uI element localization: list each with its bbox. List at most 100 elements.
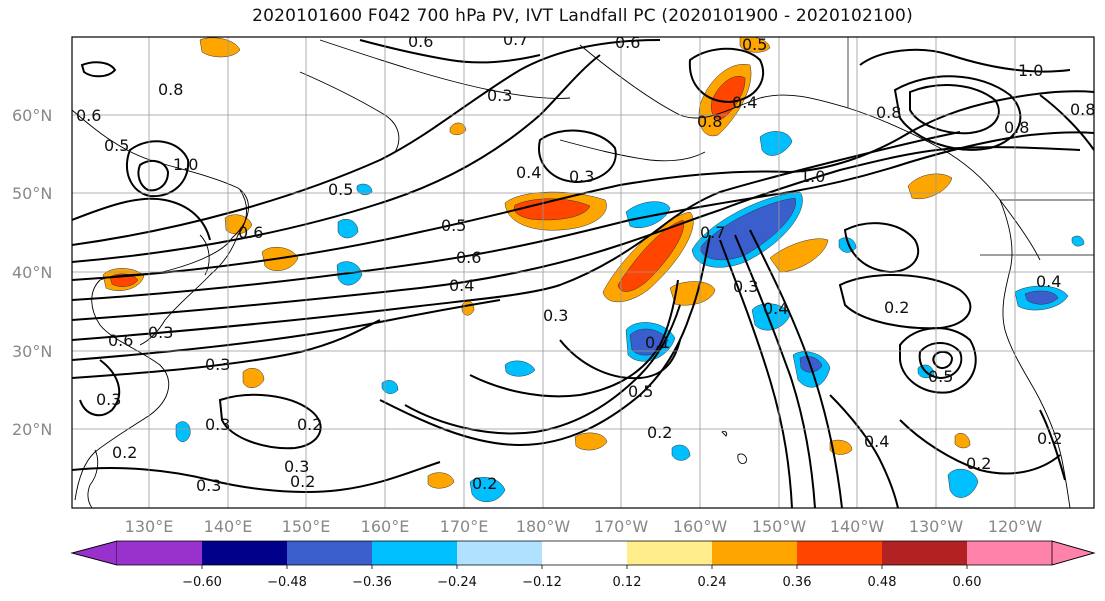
longitude-axis: 130°E 140°E 150°E 160°E 170°E 180°W 170°… xyxy=(125,517,1043,536)
contour-label: 0.7 xyxy=(503,30,528,49)
contour-label: 0.4 xyxy=(449,276,474,295)
colorbar-ticks xyxy=(201,565,968,569)
contour-label: 0.3 xyxy=(733,277,758,296)
colorbar-tick-label: 0.48 xyxy=(868,575,897,590)
lon-label: 150°E xyxy=(282,517,331,536)
colorbar-tick-label: 0.60 xyxy=(953,575,982,590)
contour-line xyxy=(72,131,961,341)
shade-negative-light xyxy=(947,468,979,498)
shade-negative-light xyxy=(337,219,359,239)
shade-positive-red xyxy=(711,76,746,121)
shade-positive-orange xyxy=(199,37,241,58)
contour-line xyxy=(749,229,843,508)
contour-label: 0.8 xyxy=(158,80,183,99)
lon-label: 170°W xyxy=(594,517,649,536)
contour-label: 0.3 xyxy=(148,323,173,342)
shade-negative-light xyxy=(671,444,691,461)
colorbar-bin xyxy=(797,541,882,565)
contour-line xyxy=(838,274,972,330)
contour-label: 0.2 xyxy=(290,472,315,491)
lon-label: 170°E xyxy=(440,517,489,536)
colorbar-bin xyxy=(712,541,797,565)
shade-positive-red xyxy=(514,198,591,221)
colorbar-bin xyxy=(627,541,712,565)
contour-label: 0.3 xyxy=(96,390,121,409)
contour-line xyxy=(72,54,601,263)
contour-label: 0.2 xyxy=(472,474,497,493)
lat-label: 30°N xyxy=(12,342,52,361)
shade-positive-orange xyxy=(574,432,608,451)
contour-line xyxy=(538,129,617,184)
contour-line xyxy=(469,279,679,398)
shade-positive-red xyxy=(617,219,685,292)
shade-positive-orange xyxy=(449,122,467,135)
lat-label: 50°N xyxy=(12,184,52,203)
lon-label: 160°E xyxy=(361,517,410,536)
map-background xyxy=(72,37,1094,508)
contour-line xyxy=(899,419,1061,475)
contour-line xyxy=(379,234,711,447)
colorbar-bin xyxy=(542,541,627,565)
contour-line xyxy=(72,299,501,361)
lon-label: 180°W xyxy=(516,517,571,536)
colorbar-bin xyxy=(967,541,1052,565)
contour-line xyxy=(72,39,661,246)
lon-label: 150°W xyxy=(752,517,807,536)
lon-label: 140°E xyxy=(204,517,253,536)
coastline-aleutians xyxy=(559,139,706,162)
contour-label: 0.5 xyxy=(742,35,767,54)
contour-label: 0.6 xyxy=(456,248,481,267)
lat-label: 40°N xyxy=(12,263,52,282)
contour-line xyxy=(719,239,793,508)
contour-line xyxy=(72,197,211,241)
shade-positive-orange xyxy=(769,238,829,273)
contour-label: 0.4 xyxy=(516,163,541,182)
contour-line xyxy=(829,394,899,508)
contour-line xyxy=(137,159,170,192)
contour-line xyxy=(734,234,816,508)
contour-label: 0.6 xyxy=(408,32,433,51)
contour-label: 0.6 xyxy=(108,331,133,350)
colorbar-tick-label: −0.36 xyxy=(352,575,392,590)
lon-label: 130°E xyxy=(125,517,174,536)
island-hawaii xyxy=(737,453,747,465)
contour-label: 0.6 xyxy=(76,106,101,125)
contour-label: 0.5 xyxy=(628,382,653,401)
colorbar-bin xyxy=(287,541,372,565)
colorbar: −0.60 −0.48 −0.36 −0.24 −0.12 0.12 0.24 … xyxy=(70,540,1096,590)
contour-line xyxy=(125,140,190,198)
contour-line xyxy=(72,131,1094,301)
shade-negative-light xyxy=(381,380,399,394)
colorbar-tick-label: 0.24 xyxy=(698,575,727,590)
contour-label: 0.4 xyxy=(864,432,889,451)
contour-line xyxy=(918,342,963,380)
contour-label: 0.8 xyxy=(1070,100,1095,119)
island-hawaii-small xyxy=(721,430,728,437)
contour-label: 0.3 xyxy=(284,457,309,476)
shade-positive-orange xyxy=(739,37,771,53)
lat-label: 60°N xyxy=(12,106,52,125)
contour-line xyxy=(72,146,1081,321)
contours xyxy=(72,39,1094,508)
contour-line xyxy=(909,84,1000,135)
coastline-siberia xyxy=(319,39,571,99)
colorbar-extend-high xyxy=(1051,540,1096,566)
lat-label: 20°N xyxy=(12,420,52,439)
contour-line xyxy=(932,350,954,369)
coastline-japan xyxy=(139,189,247,346)
shade-positive-orange xyxy=(954,433,971,449)
map-frame xyxy=(71,36,1095,509)
contour-line xyxy=(1039,94,1094,151)
contour-line xyxy=(559,339,681,380)
contour-line xyxy=(1039,409,1066,481)
contour-label: 0.2 xyxy=(884,298,909,317)
coastline-north-america xyxy=(999,199,1071,508)
shade-negative-light xyxy=(469,477,506,502)
contour-label: 0.3 xyxy=(487,86,512,105)
colorbar-outline xyxy=(70,540,1096,566)
colorbar-tick-label: −0.48 xyxy=(267,575,307,590)
map-title: 2020101600 F042 700 hPa PV, IVT Landfall… xyxy=(252,6,913,26)
latitude-axis: 60°N 50°N 40°N 30°N 20°N xyxy=(12,106,52,439)
contour-line xyxy=(80,61,117,78)
colorbar-tick-label: −0.60 xyxy=(182,575,222,590)
